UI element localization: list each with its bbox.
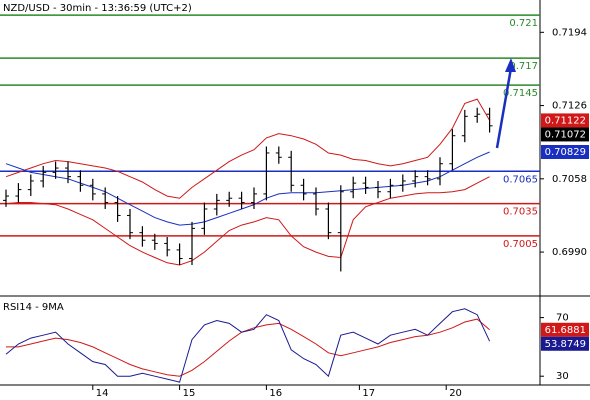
y-tick-label: 0.7058 [552, 174, 587, 185]
price-tag: 0.70829 [545, 147, 586, 158]
level-label: 0.7065 [503, 174, 538, 185]
x-tick-label: 17 [362, 388, 375, 399]
bollinger-upper [5, 98, 491, 199]
price-tag: 0.71122 [545, 115, 586, 126]
moving-average [5, 151, 490, 226]
level-label: 0.717 [509, 61, 538, 72]
y-tick-label: 0.7194 [552, 27, 587, 38]
rsi-line [5, 308, 491, 383]
title-bg [0, 0, 208, 14]
rsi-title-bg [0, 300, 70, 314]
bollinger-lower [5, 176, 490, 266]
level-label: 0.7005 [503, 239, 538, 250]
x-tick-label: 15 [183, 388, 196, 399]
chart-title: NZD/USD - 30min - 13:36:59 (UTC+2) [3, 3, 192, 14]
projection-arrowhead [505, 58, 516, 72]
price-tag-bg [541, 336, 589, 351]
level-label: 0.721 [509, 18, 538, 29]
price-tag: 53.8749 [545, 339, 586, 350]
y-tick-label: 0.6990 [552, 247, 587, 258]
rsi-title: RSI14 - 9MA [3, 302, 64, 313]
level-label: 0.7035 [503, 207, 538, 218]
y-tick-label: 70 [556, 313, 569, 324]
y-tick-label: 0.7126 [552, 101, 587, 112]
price-tag: 0.71072 [545, 129, 586, 140]
level-label: 0.7145 [503, 88, 538, 99]
price-tag: 61.6881 [545, 325, 586, 336]
price-tag-bg [541, 127, 589, 142]
x-tick-label: 20 [449, 388, 462, 399]
y-tick-label: 30 [556, 371, 569, 382]
plot: 0.6990 0.7058 0.7126 0.7194 0.721 0.717 0.7145… [0, 14, 589, 399]
x-tick-label: 14 [96, 388, 109, 399]
price-tag-bg [541, 113, 589, 128]
x-tick-label: 16 [269, 388, 282, 399]
price-tag-bg [541, 144, 589, 159]
projection-arrow [495, 67, 513, 149]
rsi-line [6, 318, 490, 377]
price-tag-bg [541, 322, 589, 337]
